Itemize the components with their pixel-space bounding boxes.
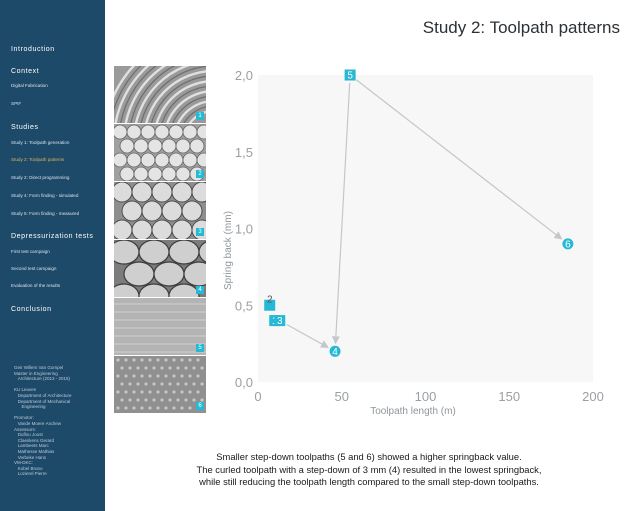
sidebar: Introduction Context Digital Fabrication… — [0, 0, 105, 511]
thumbnail-number: 6 — [196, 402, 204, 410]
data-point-label: 4 — [332, 347, 338, 358]
thumbnail-number: 4 — [196, 286, 204, 294]
credit-line: Promotor: — [14, 415, 34, 421]
y-tick-label: 0,0 — [235, 375, 253, 390]
nav-spif[interactable]: SPIF — [11, 101, 22, 106]
y-tick-label: 2,0 — [235, 68, 253, 83]
thumbnail-3: 3 — [114, 182, 206, 239]
caption-line-2: The curled toolpath with a step-down of … — [196, 463, 542, 475]
thumbnail-number: 3 — [196, 228, 204, 236]
data-point-label: 2 — [267, 294, 273, 305]
thumbnail-number: 1 — [196, 112, 204, 120]
toolpath-thumbnails: 1 2 3 — [114, 66, 206, 413]
data-point-label: 3 — [277, 316, 283, 327]
data-point-label: 6 — [565, 239, 571, 250]
credit-line: Claeskens Gerard — [14, 437, 55, 443]
nav-digital-fabrication[interactable]: Digital Fabrication — [11, 83, 48, 88]
nav-study-2-toolpath-patterns[interactable]: Study 2: Toolpath patterns — [11, 157, 65, 162]
caption: Smaller step-down toolpaths (5 and 6) sh… — [100, 451, 638, 489]
credit-line: Lozierel Pierre — [14, 471, 47, 477]
x-tick-label: 200 — [582, 389, 604, 404]
caption-line-3: while still reducing the toolpath length… — [199, 476, 539, 487]
x-tick-label: 50 — [335, 389, 349, 404]
credit-line: Mathesse Mathias — [14, 448, 55, 454]
nav-study-5[interactable]: Study 5: Form finding - measured — [11, 211, 80, 216]
trend-arrow — [331, 82, 351, 345]
nav-context[interactable]: Context — [11, 68, 40, 75]
trend-arrow — [356, 79, 563, 240]
y-tick-label: 1,5 — [235, 145, 253, 160]
nav-conclusion[interactable]: Conclusion — [11, 306, 52, 313]
thumbnail-2: 2 — [114, 124, 206, 181]
credit-line: Vande Moere Andrew — [14, 420, 61, 426]
thumbnail-5: 5 — [114, 298, 206, 355]
credit-line: Duflou Joost — [14, 432, 43, 438]
data-point-6 — [562, 238, 574, 250]
x-tick-label: 0 — [254, 389, 261, 404]
y-tick-label: 1,0 — [235, 222, 253, 237]
credit-line: Department of Mechanical — [14, 398, 71, 404]
credit-line: Department of Architecture — [14, 392, 72, 398]
pattern-image-2 — [114, 124, 206, 181]
pattern-image-6 — [114, 356, 206, 413]
nav-studies[interactable]: Studies — [11, 124, 39, 131]
caption-line-1: Smaller step-down toolpaths (5 and 6) sh… — [216, 451, 522, 462]
data-point-label: 5 — [347, 71, 353, 82]
credit-line: Master in Engineering — [14, 370, 58, 376]
credit-line: Verbeke Hans — [14, 454, 47, 460]
nav-depressurization-tests[interactable]: Depressurization tests — [11, 233, 94, 240]
nav-study-2-direct-programming[interactable]: Study 2: Direct programming — [11, 175, 70, 180]
credit-line: Geir Willem Van Gompel — [14, 365, 64, 370]
x-tick-label: 100 — [415, 389, 437, 404]
credit-line: Architecture (2013 - 2015) — [14, 376, 71, 382]
thumbnail-6: 6 — [114, 356, 206, 413]
thumbnail-number: 2 — [196, 170, 204, 178]
credits: Geir Willem Van Gompel Master in Engineer… — [14, 365, 102, 477]
nav-evaluation[interactable]: Evaluation of the results — [11, 283, 61, 288]
pattern-image-4 — [114, 240, 206, 297]
y-axis-label: Spring back (mm) — [223, 211, 234, 290]
thumbnail-number: 5 — [196, 344, 204, 352]
nav-first-test-campaign[interactable]: First test campaign — [11, 249, 50, 254]
pattern-image-5 — [114, 298, 206, 355]
data-point-4 — [329, 345, 341, 357]
nav-study-4[interactable]: Study 4: Form finding - simulated — [11, 193, 79, 198]
page-title: Study 2: Toolpath patterns — [422, 18, 620, 37]
plot-area — [258, 75, 593, 382]
credit-line: Engineering — [14, 404, 46, 410]
credit-line: Lambeets Marc — [14, 443, 49, 449]
data-point-3 — [274, 315, 286, 327]
pattern-image-3 — [114, 182, 206, 239]
nav-study-1[interactable]: Study 1: Toolpath generation — [11, 140, 70, 145]
x-tick-label: 150 — [498, 389, 520, 404]
credit-line: KU Leuven — [14, 387, 37, 393]
credit-line: Assessors: — [14, 426, 37, 432]
credit-line: Kobel Bruno — [14, 465, 43, 471]
trend-arrow — [286, 323, 329, 348]
pattern-image-1 — [114, 66, 206, 123]
y-tick-label: 0,5 — [235, 298, 253, 313]
nav-second-test-campaign[interactable]: Second test campaign — [11, 266, 57, 271]
x-axis-label: Toolpath length (m) — [370, 406, 456, 417]
data-point-5 — [344, 69, 356, 81]
data-point-2 — [264, 299, 276, 311]
thumbnail-4: 4 — [114, 240, 206, 297]
nav-introduction[interactable]: Introduction — [11, 46, 55, 53]
thumbnail-1: 1 — [114, 66, 206, 123]
credit-line: VM-DKC: — [14, 460, 33, 466]
